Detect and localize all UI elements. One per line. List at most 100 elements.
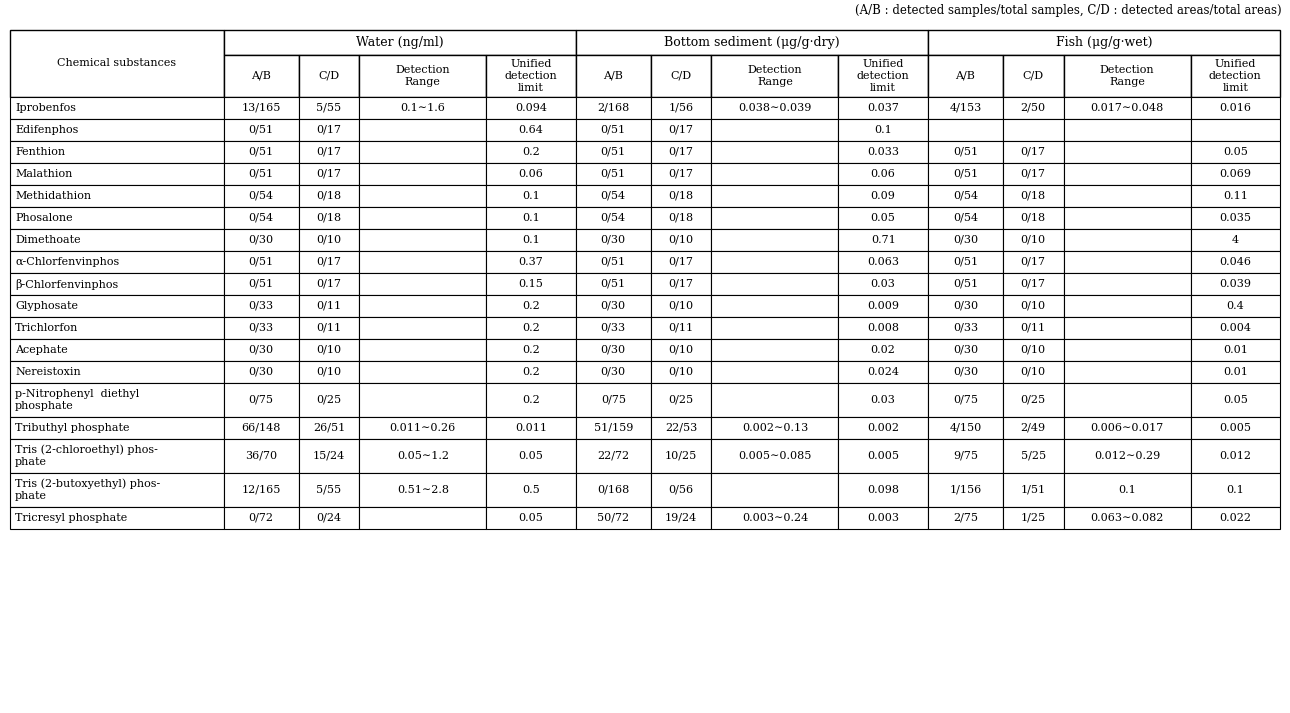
Bar bbox=[1191, 119, 1280, 141]
Bar bbox=[486, 473, 575, 507]
Bar bbox=[928, 383, 1002, 417]
Text: 0/75: 0/75 bbox=[953, 395, 978, 405]
Text: 0/30: 0/30 bbox=[249, 345, 273, 355]
Text: 5/25: 5/25 bbox=[1020, 451, 1046, 461]
Bar bbox=[223, 383, 299, 417]
Text: 0.063: 0.063 bbox=[867, 257, 899, 267]
Text: 15/24: 15/24 bbox=[312, 451, 344, 461]
Text: 0/33: 0/33 bbox=[249, 301, 273, 311]
Bar bbox=[838, 119, 928, 141]
Bar bbox=[711, 383, 838, 417]
Bar bbox=[1063, 141, 1191, 163]
Bar bbox=[1191, 97, 1280, 119]
Bar bbox=[1191, 55, 1280, 97]
Bar bbox=[1191, 361, 1280, 383]
Bar bbox=[486, 439, 575, 473]
Text: Nereistoxin: Nereistoxin bbox=[15, 367, 81, 377]
Text: 26/51: 26/51 bbox=[312, 423, 344, 433]
Bar bbox=[223, 55, 299, 97]
Bar bbox=[928, 473, 1002, 507]
Bar bbox=[1191, 163, 1280, 185]
Text: Glyphosate: Glyphosate bbox=[15, 301, 77, 311]
Bar bbox=[1191, 185, 1280, 207]
Text: 0.017∼0.048: 0.017∼0.048 bbox=[1090, 103, 1164, 113]
Text: 0.05: 0.05 bbox=[1223, 147, 1247, 157]
Text: Malathion: Malathion bbox=[15, 169, 72, 179]
Text: 0/30: 0/30 bbox=[601, 367, 626, 377]
Bar bbox=[838, 417, 928, 439]
Text: 0.009: 0.009 bbox=[867, 301, 899, 311]
Text: 0/24: 0/24 bbox=[316, 513, 342, 523]
Text: 0.1: 0.1 bbox=[522, 235, 539, 245]
Text: 0.05: 0.05 bbox=[1223, 395, 1247, 405]
Text: 0.022: 0.022 bbox=[1219, 513, 1251, 523]
Bar bbox=[650, 185, 711, 207]
Text: Chemical substances: Chemical substances bbox=[57, 58, 177, 68]
Bar bbox=[1002, 361, 1063, 383]
Bar bbox=[223, 473, 299, 507]
Text: 0/11: 0/11 bbox=[316, 301, 342, 311]
Bar bbox=[928, 417, 1002, 439]
Bar bbox=[299, 273, 359, 295]
Bar bbox=[486, 317, 575, 339]
Text: 0.033: 0.033 bbox=[867, 147, 899, 157]
Text: Unified
detection
limit: Unified detection limit bbox=[504, 59, 557, 93]
Bar bbox=[650, 417, 711, 439]
Text: 0/17: 0/17 bbox=[1020, 147, 1046, 157]
Bar bbox=[299, 55, 359, 97]
Bar bbox=[486, 185, 575, 207]
Bar bbox=[1063, 273, 1191, 295]
Text: 0/17: 0/17 bbox=[316, 169, 342, 179]
Bar bbox=[223, 507, 299, 529]
Text: p-Nitrophenyl  diethyl
phosphate: p-Nitrophenyl diethyl phosphate bbox=[15, 389, 139, 411]
Bar bbox=[1063, 383, 1191, 417]
Text: 0.05: 0.05 bbox=[519, 451, 543, 461]
Text: 0/75: 0/75 bbox=[249, 395, 273, 405]
Bar bbox=[299, 163, 359, 185]
Text: 0.005∼0.085: 0.005∼0.085 bbox=[738, 451, 811, 461]
Bar bbox=[486, 229, 575, 251]
Bar bbox=[838, 55, 928, 97]
Text: 36/70: 36/70 bbox=[245, 451, 277, 461]
Bar bbox=[486, 119, 575, 141]
Bar bbox=[1191, 507, 1280, 529]
Text: 0.2: 0.2 bbox=[522, 323, 539, 333]
Bar bbox=[1191, 141, 1280, 163]
Bar bbox=[838, 507, 928, 529]
Bar bbox=[928, 339, 1002, 361]
Bar bbox=[1191, 273, 1280, 295]
Text: Acephate: Acephate bbox=[15, 345, 68, 355]
Bar bbox=[575, 473, 650, 507]
Text: 0.4: 0.4 bbox=[1227, 301, 1244, 311]
Bar bbox=[650, 141, 711, 163]
Bar bbox=[575, 361, 650, 383]
Text: Edifenphos: Edifenphos bbox=[15, 125, 79, 135]
Text: 22/53: 22/53 bbox=[664, 423, 697, 433]
Bar bbox=[1191, 251, 1280, 273]
Text: C/D: C/D bbox=[1023, 71, 1044, 81]
Text: 4/153: 4/153 bbox=[949, 103, 982, 113]
Text: 0/51: 0/51 bbox=[601, 125, 626, 135]
Text: 0/51: 0/51 bbox=[249, 257, 273, 267]
Bar bbox=[711, 207, 838, 229]
Text: 2/75: 2/75 bbox=[953, 513, 978, 523]
Bar bbox=[650, 55, 711, 97]
Text: 13/165: 13/165 bbox=[241, 103, 281, 113]
Text: Dimethoate: Dimethoate bbox=[15, 235, 80, 245]
Bar bbox=[223, 185, 299, 207]
Text: 0/30: 0/30 bbox=[249, 367, 273, 377]
Bar bbox=[1002, 383, 1063, 417]
Text: 0.011∼0.26: 0.011∼0.26 bbox=[390, 423, 455, 433]
Text: 0/33: 0/33 bbox=[953, 323, 978, 333]
Text: 0.1: 0.1 bbox=[522, 191, 539, 201]
Text: 0/11: 0/11 bbox=[668, 323, 694, 333]
Bar bbox=[359, 417, 486, 439]
Bar bbox=[928, 97, 1002, 119]
Text: 0.012∼0.29: 0.012∼0.29 bbox=[1094, 451, 1160, 461]
Bar bbox=[10, 361, 223, 383]
Bar bbox=[1063, 417, 1191, 439]
Text: 0.035: 0.035 bbox=[1219, 213, 1251, 223]
Bar bbox=[223, 119, 299, 141]
Bar bbox=[359, 507, 486, 529]
Text: 0.1∼1.6: 0.1∼1.6 bbox=[400, 103, 445, 113]
